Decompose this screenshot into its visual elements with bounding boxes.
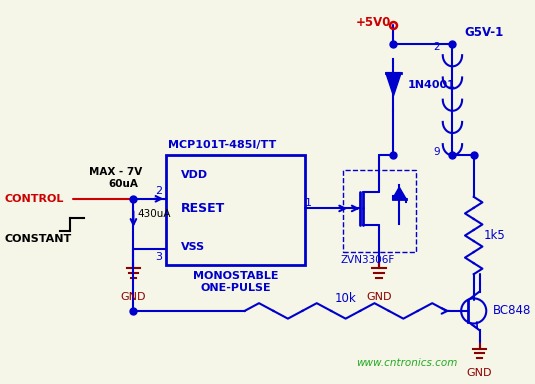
Text: G5V-1: G5V-1: [464, 26, 503, 39]
Text: GND: GND: [121, 292, 146, 302]
Text: www.cntronics.com: www.cntronics.com: [356, 358, 457, 368]
Text: CONTROL: CONTROL: [5, 194, 64, 204]
Text: 2: 2: [155, 186, 162, 196]
Text: ZVN3306F: ZVN3306F: [340, 255, 394, 265]
Text: CONSTANT: CONSTANT: [5, 234, 72, 244]
Text: 1k5: 1k5: [484, 229, 505, 242]
Text: 1: 1: [305, 198, 312, 208]
Text: 1N4001: 1N4001: [408, 80, 456, 90]
Text: 9: 9: [433, 147, 440, 157]
Text: GND: GND: [467, 368, 492, 378]
Text: 10k: 10k: [335, 292, 356, 305]
Text: VDD: VDD: [181, 170, 208, 180]
Polygon shape: [386, 73, 401, 96]
Text: GND: GND: [366, 292, 392, 302]
Text: MCP101T-485I/TT: MCP101T-485I/TT: [168, 140, 277, 150]
Text: MONOSTABLE: MONOSTABLE: [193, 271, 278, 281]
Text: MAX - 7V: MAX - 7V: [89, 167, 143, 177]
Text: 60uA: 60uA: [109, 179, 139, 189]
Text: 3: 3: [155, 252, 162, 262]
Text: +5V0: +5V0: [356, 17, 391, 29]
Text: BC848: BC848: [493, 305, 531, 318]
Text: 2: 2: [433, 42, 440, 52]
Text: ONE-PULSE: ONE-PULSE: [200, 283, 271, 293]
Text: VSS: VSS: [181, 242, 205, 252]
Text: RESET: RESET: [181, 202, 225, 215]
Text: 430uA: 430uA: [137, 209, 171, 219]
Polygon shape: [393, 187, 406, 199]
